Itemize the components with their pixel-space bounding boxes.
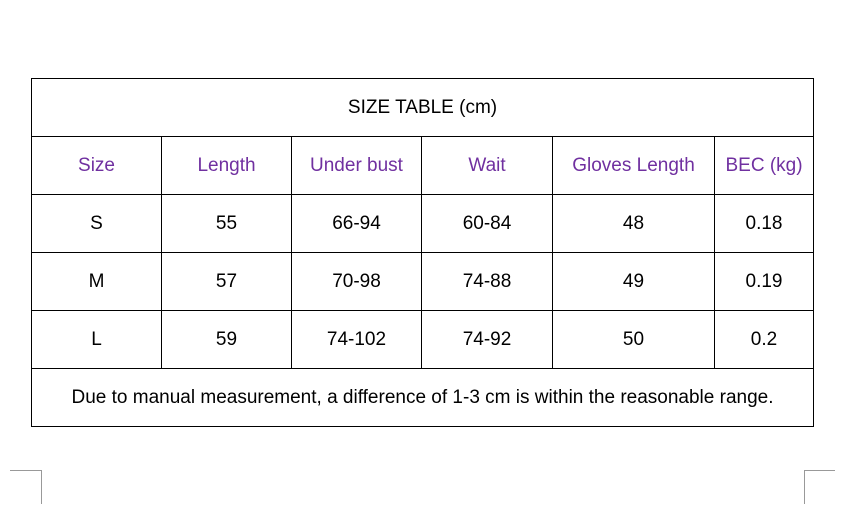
crop-mark [804, 470, 835, 504]
cell: 50 [552, 310, 715, 369]
cell: 74-92 [421, 310, 553, 369]
column-header: Length [161, 136, 292, 195]
note-row: Due to manual measurement, a difference … [30, 368, 815, 427]
data-row: S 55 66-94 60-84 48 0.18 [31, 194, 815, 253]
size-table: SIZE TABLE (cm) Size Length Under bust Wait… [30, 78, 815, 427]
cell: 74-88 [421, 252, 553, 311]
title-row: SIZE TABLE (cm) [30, 78, 815, 137]
header-row: Size Length Under bust Wait Gloves Length BEC… [31, 136, 815, 195]
column-header: Gloves Length [552, 136, 715, 195]
table-title: SIZE TABLE (cm) [30, 78, 815, 137]
cell: 57 [161, 252, 292, 311]
cell: M [31, 252, 162, 311]
cell: 66-94 [291, 194, 422, 253]
data-row: M 57 70-98 74-88 49 0.19 [31, 252, 815, 311]
cell: 74-102 [291, 310, 422, 369]
cell: 70-98 [291, 252, 422, 311]
cell: 48 [552, 194, 715, 253]
note: Due to manual measurement, a difference … [30, 368, 815, 427]
column-header: BEC (kg) [713, 136, 815, 195]
cell: 60-84 [421, 194, 553, 253]
column-header: Size [31, 136, 162, 195]
cell: 55 [161, 194, 292, 253]
cell: 0.19 [713, 252, 815, 311]
cell: 0.2 [713, 310, 815, 369]
cell: 59 [161, 310, 292, 369]
column-header: Wait [421, 136, 553, 195]
cell: 49 [552, 252, 715, 311]
table-body: SIZE TABLE (cm) Size Length Under bust Wait… [30, 78, 815, 427]
cell: 0.18 [713, 194, 815, 253]
column-header: Under bust [291, 136, 422, 195]
data-row: L 59 74-102 74-92 50 0.2 [31, 310, 815, 369]
crop-mark [10, 470, 42, 504]
cell: S [31, 194, 162, 253]
cell: L [31, 310, 162, 369]
